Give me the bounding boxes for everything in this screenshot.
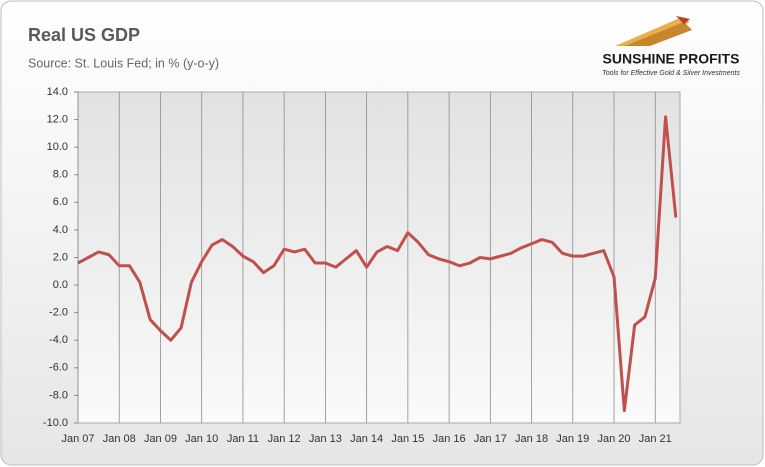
logo: SUNSHINE PROFITS Tools for Effective Gol… (602, 16, 740, 77)
plot-area (77, 91, 681, 424)
x-tick-label: Jan 15 (391, 433, 424, 445)
y-tick-label: 12.0 (47, 113, 68, 125)
x-tick-label: Jan 18 (515, 433, 548, 445)
y-tick-label: 8.0 (53, 169, 68, 181)
x-tick-label: Jan 10 (185, 433, 218, 445)
y-tick-label: 10.0 (47, 141, 68, 153)
x-tick-label: Jan 19 (556, 433, 589, 445)
x-tick-label: Jan 20 (598, 433, 631, 445)
x-tick-label: Jan 08 (103, 433, 136, 445)
data-line (77, 115, 678, 413)
x-tick-label: Jan 09 (144, 433, 177, 445)
y-tick-label: -10.0 (43, 417, 68, 429)
chart-title: Real US GDP (28, 25, 140, 45)
x-tick-label: Jan 16 (433, 433, 466, 445)
logo-ray (615, 18, 690, 46)
chart-subtitle: Source: St. Louis Fed; in % (y-o-y) (28, 56, 219, 70)
x-tick-label: Jan 13 (309, 433, 342, 445)
logo-ray (625, 22, 692, 46)
y-tick-label: 14.0 (47, 86, 68, 98)
y-tick-label: 0.0 (53, 279, 68, 291)
logo-name: SUNSHINE PROFITS (603, 51, 740, 67)
x-tick-label: Jan 12 (268, 433, 301, 445)
y-tick-label: 4.0 (53, 224, 68, 236)
y-tick-label: 6.0 (53, 196, 68, 208)
y-tick-label: -2.0 (49, 307, 68, 319)
logo-tip (676, 16, 690, 24)
y-tick-label: -8.0 (49, 389, 68, 401)
x-tick-label: Jan 07 (61, 433, 94, 445)
x-tick-label: Jan 17 (474, 433, 507, 445)
logo-tagline: Tools for Effective Gold & Silver Invest… (602, 70, 740, 77)
y-tick-label: 2.0 (53, 251, 68, 263)
x-tick-label: Jan 11 (227, 433, 259, 445)
x-tick-label: Jan 21 (639, 433, 672, 445)
y-tick-label: -6.0 (49, 362, 68, 374)
y-tick-label: -4.0 (49, 334, 68, 346)
x-tick-label: Jan 14 (350, 433, 383, 445)
